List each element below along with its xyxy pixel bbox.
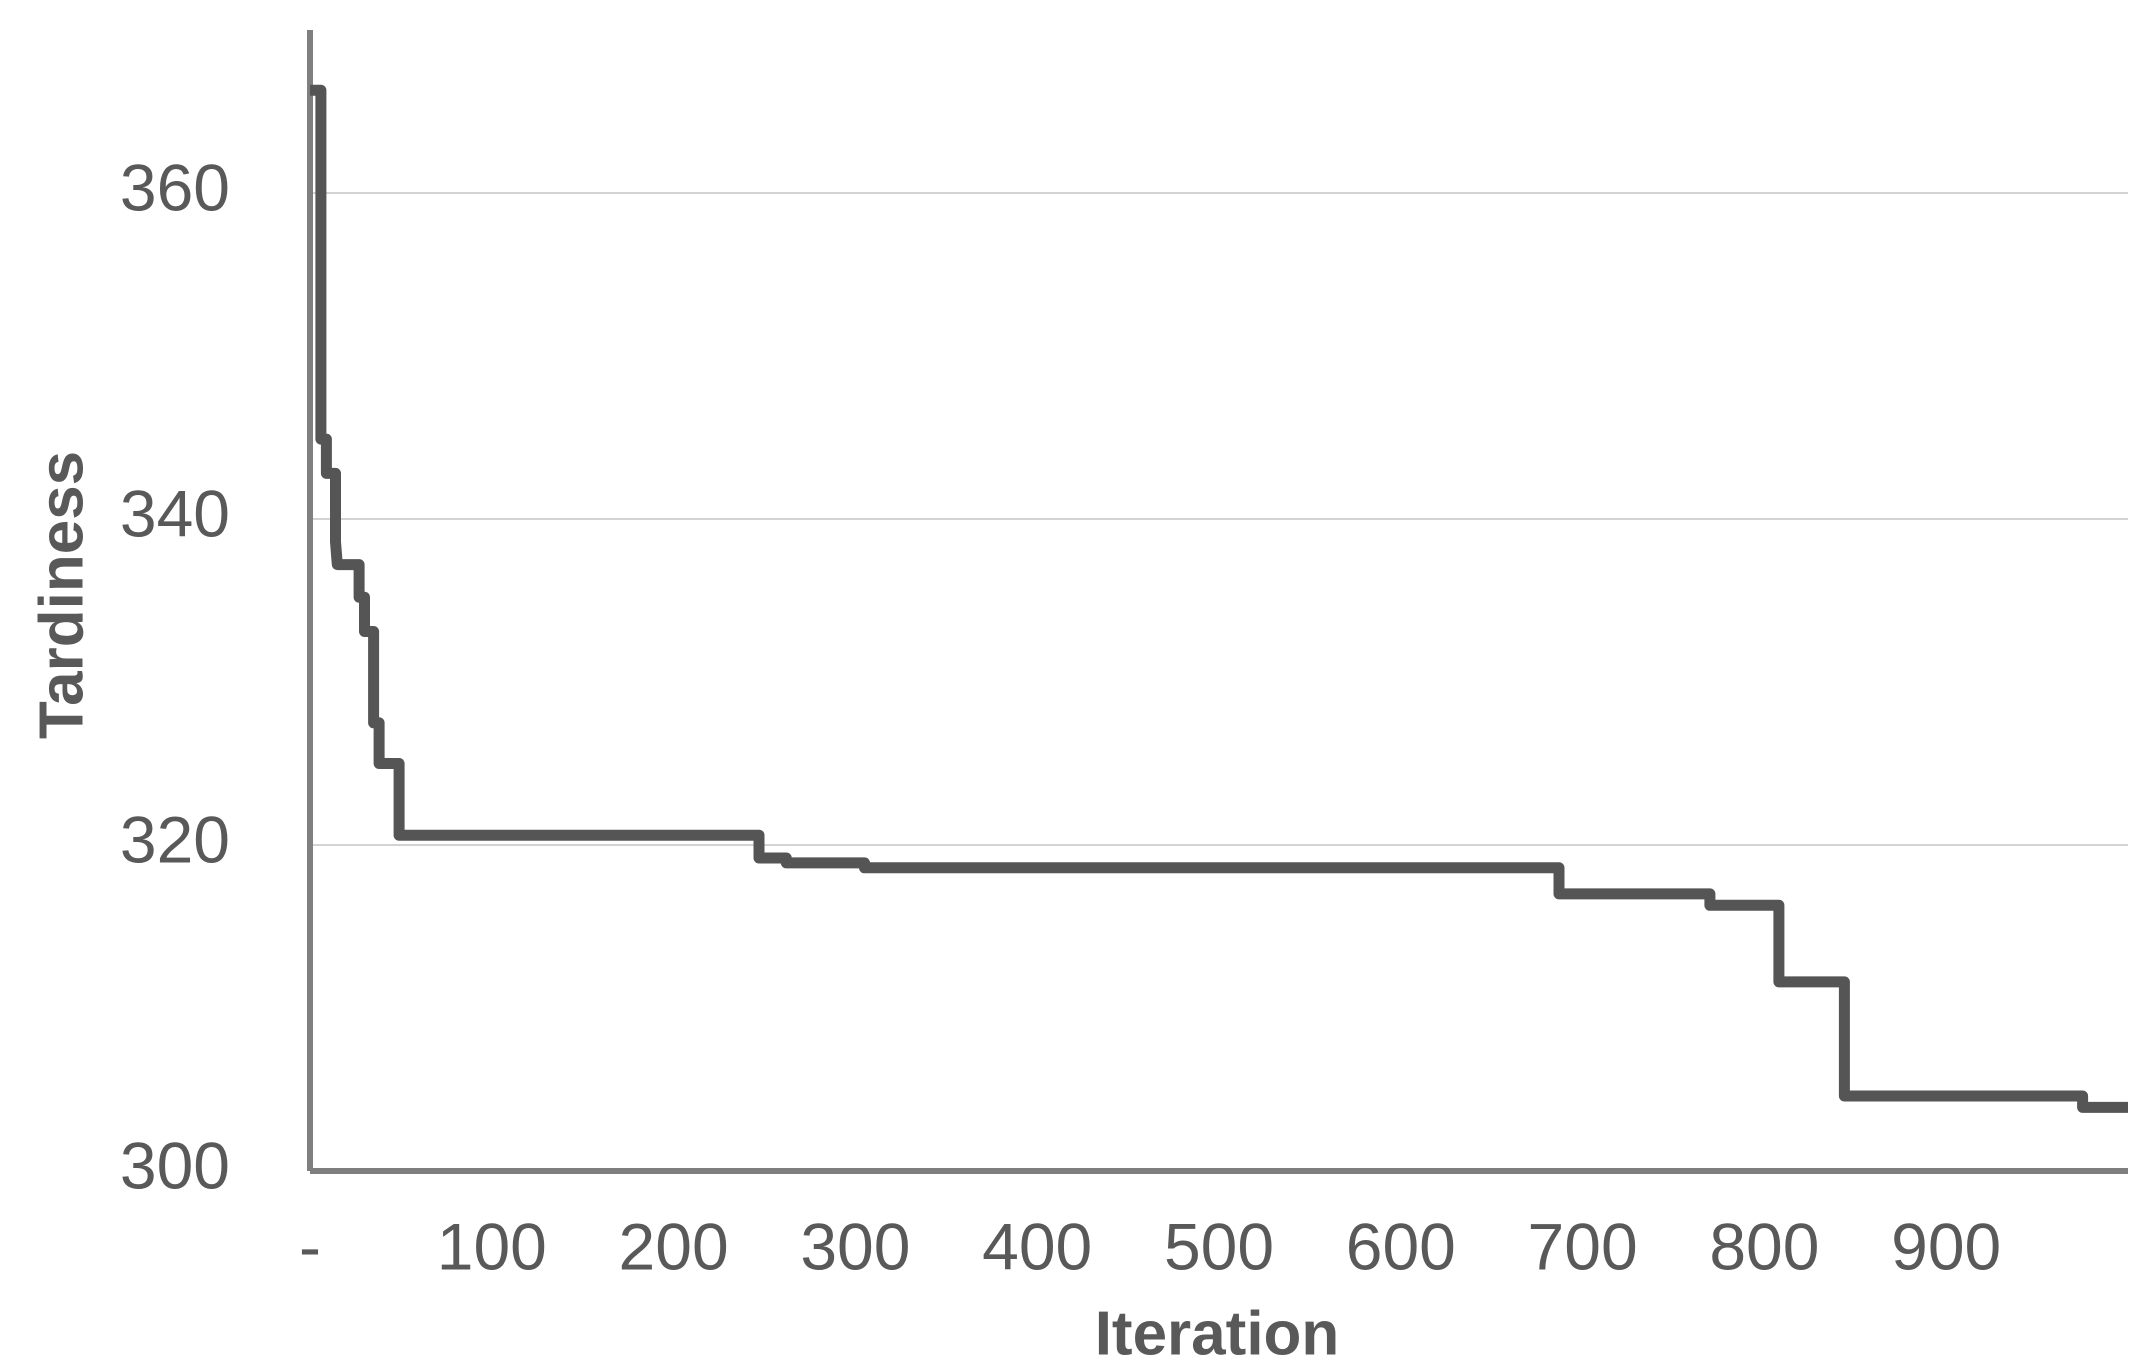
y-tick-label: 300 <box>120 1128 230 1202</box>
x-tick-label: 500 <box>1164 1209 1274 1283</box>
x-tick-label: 800 <box>1709 1209 1819 1283</box>
x-tick-label: 300 <box>800 1209 910 1283</box>
data-line <box>310 84 2128 1113</box>
x-tick-label: 400 <box>982 1209 1092 1283</box>
y-tick-label: 360 <box>120 150 230 224</box>
x-tick-label: 200 <box>619 1209 729 1283</box>
x-tick-label: 600 <box>1346 1209 1456 1283</box>
x-tick-label: 100 <box>437 1209 547 1283</box>
y-tick-label: 320 <box>120 802 230 876</box>
x-axis-title: Iteration <box>1095 1299 1340 1364</box>
x-tick-label: 700 <box>1528 1209 1638 1283</box>
x-tick-label: - <box>299 1209 321 1283</box>
x-tick-label: 900 <box>1891 1209 2001 1283</box>
y-tick-label: 340 <box>120 476 230 550</box>
y-axis-title: Tardiness <box>27 451 96 739</box>
